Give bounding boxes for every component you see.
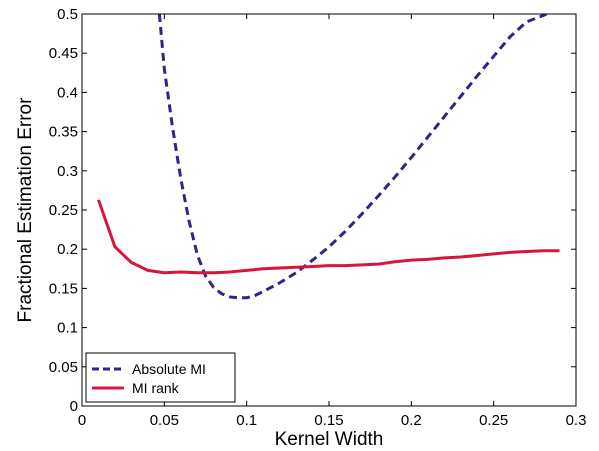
- y-tick-label: 0.3: [57, 163, 78, 180]
- x-tick-label: 0.25: [479, 412, 508, 429]
- y-tick-label: 0.05: [49, 359, 78, 376]
- y-tick-label: 0.15: [49, 280, 78, 297]
- x-tick-label: 0.15: [314, 412, 343, 429]
- y-tick-label: 0.4: [57, 84, 78, 101]
- y-tick-label: 0.45: [49, 45, 78, 62]
- x-tick-label: 0.2: [401, 412, 422, 429]
- x-tick-label: 0.1: [236, 412, 257, 429]
- y-tick-label: 0.25: [49, 202, 78, 219]
- x-tick-label: 0.05: [150, 412, 179, 429]
- y-tick-label: 0.2: [57, 241, 78, 258]
- y-axis-title: Fractional Estimation Error: [15, 97, 36, 323]
- legend-label-absolute-mi: Absolute MI: [132, 361, 206, 377]
- y-tick-label: 0: [70, 398, 78, 415]
- x-tick-label: 0: [78, 412, 86, 429]
- x-tick-label: 0.3: [566, 412, 587, 429]
- y-tick-label: 0.5: [57, 6, 78, 23]
- x-axis-title: Kernel Width: [275, 429, 384, 450]
- y-tick-label: 0.1: [57, 320, 78, 337]
- legend-label-mi-rank: MI rank: [132, 380, 180, 396]
- legend: Absolute MI MI rank: [86, 353, 235, 402]
- y-tick-label: 0.35: [49, 124, 78, 141]
